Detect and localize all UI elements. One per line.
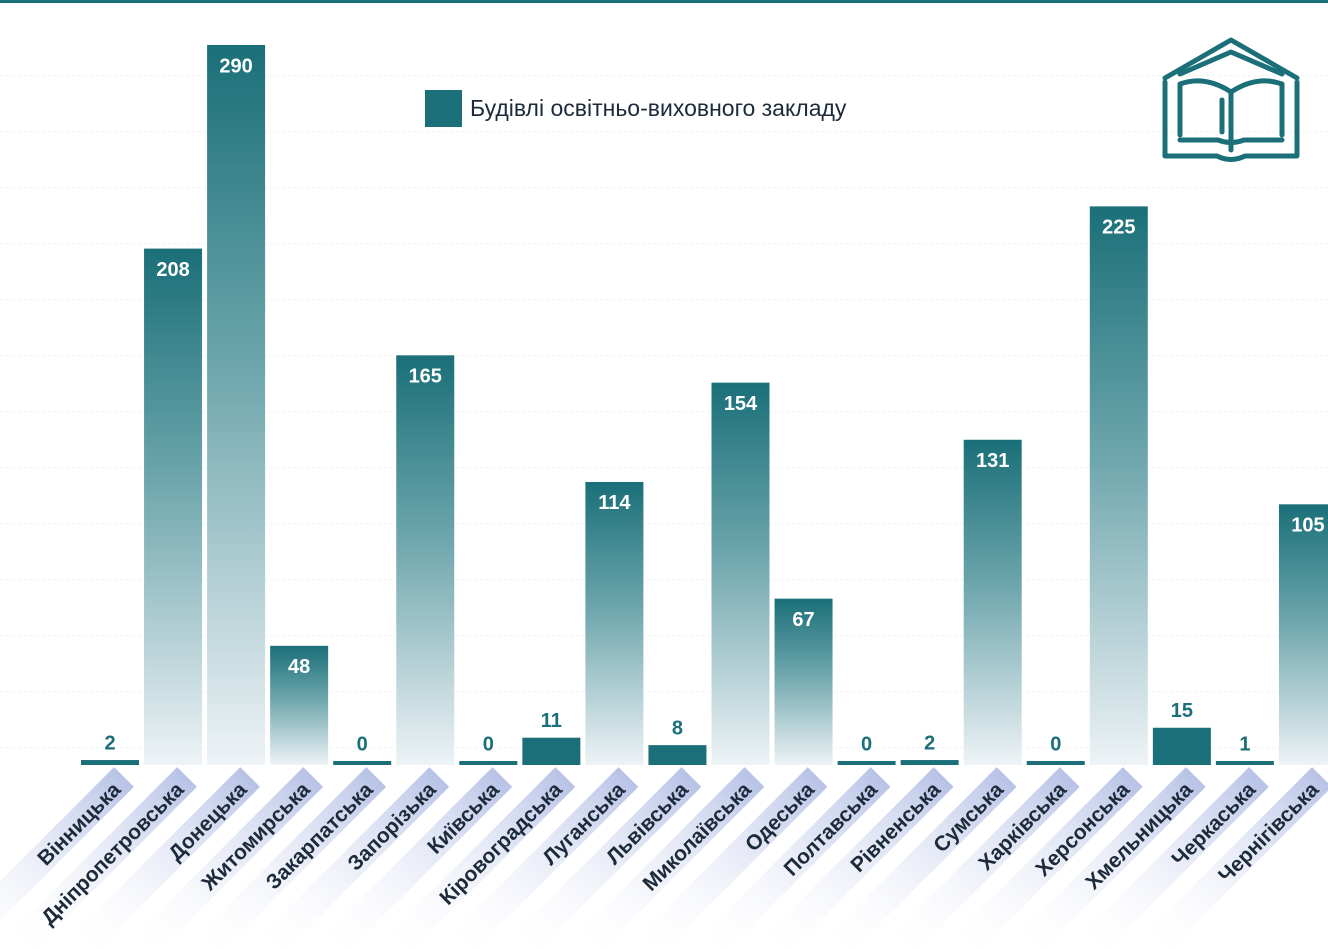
bar xyxy=(333,761,392,765)
value-label: 2 xyxy=(924,732,935,754)
value-label: 1 xyxy=(1239,733,1250,755)
label-band xyxy=(0,767,134,949)
bar xyxy=(900,760,959,765)
legend-swatch xyxy=(425,90,462,127)
bar xyxy=(711,382,770,765)
value-label: 165 xyxy=(409,366,442,388)
label-band xyxy=(504,767,702,949)
value-label: 105 xyxy=(1291,515,1324,537)
bar xyxy=(1278,504,1328,765)
value-label: 67 xyxy=(792,609,814,631)
bar xyxy=(207,45,266,765)
bar xyxy=(459,761,518,765)
label-band xyxy=(883,767,1080,949)
bar xyxy=(774,598,833,765)
value-label: 208 xyxy=(156,259,189,281)
label-band xyxy=(126,767,324,949)
bar xyxy=(585,481,644,765)
label-band xyxy=(693,767,891,949)
value-label: 8 xyxy=(672,717,683,739)
bar xyxy=(522,737,581,765)
label-band xyxy=(630,767,828,949)
label-band xyxy=(1135,767,1328,949)
bar xyxy=(144,248,203,766)
book-icon xyxy=(1162,37,1300,162)
label-band xyxy=(567,767,765,949)
label-band xyxy=(252,767,450,949)
bar xyxy=(1089,206,1148,766)
label-band xyxy=(756,767,954,949)
value-label: 48 xyxy=(288,656,310,678)
bar xyxy=(1215,761,1274,765)
value-label: 0 xyxy=(357,733,368,755)
label-band xyxy=(378,767,576,949)
bar xyxy=(396,355,455,765)
value-label: 11 xyxy=(541,710,562,732)
bar xyxy=(648,745,707,765)
value-label: 114 xyxy=(598,492,631,514)
label-band xyxy=(441,767,639,949)
label-band xyxy=(189,767,387,949)
label-band xyxy=(315,767,513,949)
bar xyxy=(1152,727,1211,765)
value-label: 154 xyxy=(724,393,758,415)
top-rule xyxy=(0,0,1328,3)
label-band xyxy=(63,767,260,949)
label-band xyxy=(946,767,1143,949)
label-band xyxy=(1072,767,1269,949)
bar xyxy=(270,645,329,765)
legend-label: Будівлі освітньо-виховного закладу xyxy=(470,95,847,121)
bar xyxy=(81,760,139,765)
value-label: 0 xyxy=(861,733,872,755)
value-label: 225 xyxy=(1102,217,1135,239)
value-label: 2 xyxy=(104,732,115,754)
label-band xyxy=(0,767,197,949)
value-label: 0 xyxy=(1050,733,1061,755)
bar xyxy=(837,761,896,765)
value-label: 131 xyxy=(976,450,1009,472)
label-band xyxy=(1009,767,1206,949)
bar xyxy=(1026,761,1085,765)
label-band xyxy=(820,767,1017,949)
bar xyxy=(963,439,1022,765)
value-label: 290 xyxy=(219,55,252,77)
value-label: 0 xyxy=(483,733,494,755)
value-label: 15 xyxy=(1171,700,1193,722)
